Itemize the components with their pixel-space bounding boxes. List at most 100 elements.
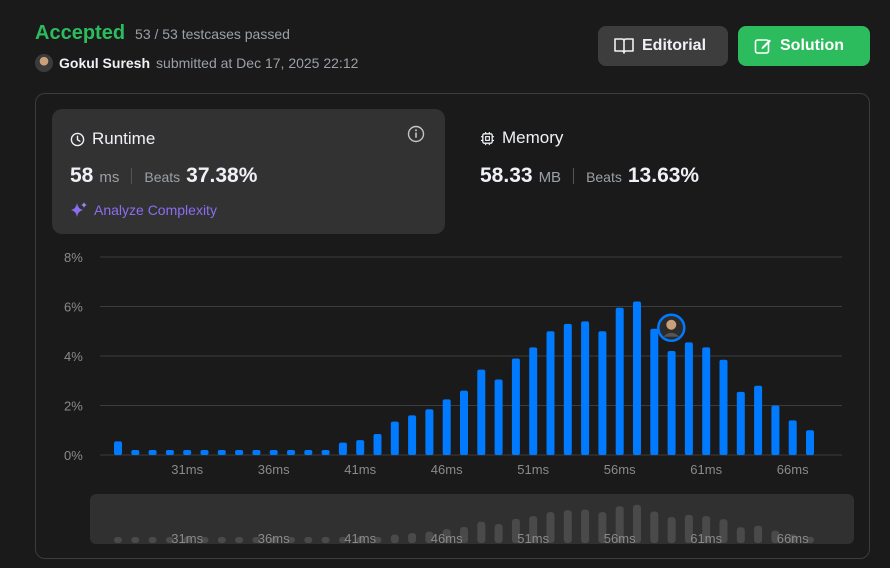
minimap-bar <box>148 537 157 543</box>
memory-metric: 58.33 MB Beats 13.63% <box>480 164 699 188</box>
minimap-tick-label: 61ms <box>690 531 722 546</box>
memory-beats-label: Beats <box>586 169 622 185</box>
chart-bar <box>235 450 244 455</box>
minimap-bar <box>615 506 624 543</box>
chart-bar <box>546 331 555 455</box>
divider <box>573 168 575 184</box>
minimap-bar <box>581 509 590 543</box>
minimap-bar <box>252 537 261 543</box>
chart-bar <box>460 390 468 455</box>
minimap-tick-label: 31ms <box>171 531 203 546</box>
avatar-face <box>666 319 677 330</box>
chart-bar <box>615 307 624 455</box>
editorial-button[interactable]: Editorial <box>598 26 728 66</box>
submitted-at: submitted at Dec 17, 2025 22:12 <box>156 55 359 71</box>
y-tick-label: 0% <box>64 448 83 463</box>
username-link[interactable]: Gokul Suresh <box>59 55 151 71</box>
runtime-beats-label: Beats <box>144 169 181 185</box>
runtime-title: Runtime <box>70 129 155 149</box>
chart-bar <box>633 301 641 455</box>
minimap-bar <box>373 537 382 543</box>
book-icon <box>614 38 634 54</box>
x-tick-label: 66ms <box>777 462 809 477</box>
runtime-unit: ms <box>99 169 120 186</box>
memory-label: Memory <box>502 128 564 147</box>
chart-bar <box>287 450 295 455</box>
analyze-complexity-link[interactable]: Analyze Complexity <box>70 201 217 219</box>
chart-bar <box>425 409 434 455</box>
y-tick-label: 6% <box>64 300 83 315</box>
memory-title[interactable]: Memory <box>480 128 563 148</box>
minimap-bar <box>321 537 330 543</box>
minimap-bar <box>425 531 434 543</box>
submitter-info: Gokul Suresh submitted at Dec 17, 2025 2… <box>35 54 358 72</box>
chart-bar <box>390 421 399 455</box>
chart-bar <box>529 347 538 455</box>
solution-label: Solution <box>780 37 844 54</box>
chart-bar <box>131 450 140 455</box>
minimap-bar <box>338 537 347 543</box>
minimap-bar <box>529 516 538 543</box>
minimap-bar <box>702 516 711 543</box>
minimap-bar <box>287 537 295 543</box>
chart-bar <box>684 342 693 455</box>
minimap-bar <box>788 534 797 543</box>
chart-bar <box>304 450 313 455</box>
chart-bar <box>269 450 278 455</box>
minimap-bar <box>390 534 399 543</box>
info-icon[interactable] <box>407 125 425 143</box>
minimap-bar <box>131 537 140 543</box>
editorial-label: Editorial <box>642 37 707 54</box>
runtime-card[interactable]: Runtime 58 ms Beats 37.38% Analyze Compl… <box>52 109 445 234</box>
runtime-value: 58 <box>70 164 94 187</box>
verdict-label: Accepted <box>35 22 126 44</box>
minimap-tick-label: 51ms <box>517 531 549 546</box>
clock-icon <box>70 132 85 146</box>
chart-bar <box>217 450 226 455</box>
avatar[interactable] <box>35 54 53 72</box>
minimap-bar <box>304 537 313 543</box>
memory-beats-value: 13.63% <box>627 164 700 187</box>
chart-bar <box>806 430 814 455</box>
chart-bar <box>477 369 486 455</box>
avatar-body <box>663 332 680 337</box>
minimap-bar <box>736 527 745 543</box>
runtime-beats-value: 37.38% <box>186 164 258 187</box>
chart-bar <box>719 359 728 455</box>
runtime-label: Runtime <box>92 129 156 148</box>
x-tick-label: 41ms <box>344 462 376 477</box>
chip-icon <box>480 131 495 145</box>
minimap-bar <box>719 519 728 543</box>
minimap-bar <box>650 511 659 543</box>
chart-bar <box>563 323 572 455</box>
minimap-tick-label: 41ms <box>344 531 376 546</box>
divider <box>131 168 133 184</box>
minimap-bar <box>217 537 226 543</box>
submission-status: Accepted 53 / 53 testcases passed <box>35 22 290 45</box>
memory-value: 58.33 <box>480 164 533 187</box>
x-tick-label: 46ms <box>431 462 463 477</box>
minimap-bar <box>633 504 641 543</box>
x-tick-label: 51ms <box>517 462 549 477</box>
x-tick-label: 31ms <box>171 462 203 477</box>
solution-button[interactable]: Solution <box>738 26 870 66</box>
minimap-bar <box>269 537 278 543</box>
chart-bar <box>373 433 382 455</box>
minimap-bar <box>408 533 417 543</box>
chart-bar <box>252 450 261 455</box>
minimap-bar <box>563 510 572 543</box>
minimap-bar <box>183 537 192 543</box>
result-panel <box>35 93 870 559</box>
chart-bar <box>148 450 157 455</box>
y-tick-label: 8% <box>64 250 83 265</box>
x-tick-label: 56ms <box>604 462 636 477</box>
minimap-bar <box>806 536 814 543</box>
x-tick-label: 61ms <box>690 462 722 477</box>
minimap-bar <box>442 529 451 543</box>
minimap-bar <box>494 524 503 543</box>
chart-bar <box>667 351 676 455</box>
minimap-bar <box>114 537 122 543</box>
chart-bar <box>494 379 503 455</box>
chart-bar <box>165 450 174 455</box>
